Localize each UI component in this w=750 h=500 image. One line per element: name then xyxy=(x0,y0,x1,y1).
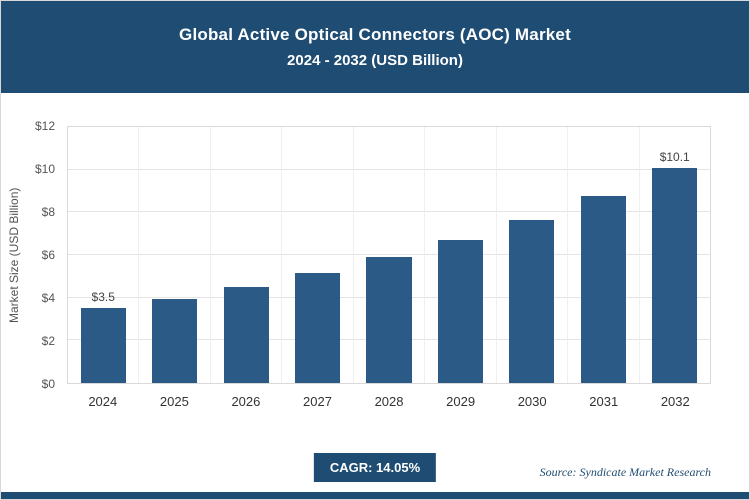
y-tick-label: $6 xyxy=(41,248,55,262)
plot-area: $3.5 $10.1 xyxy=(67,126,711,384)
x-tick-label: 2024 xyxy=(88,394,118,409)
bar-column: $3.5 xyxy=(68,127,138,383)
y-tick-label: $8 xyxy=(41,205,55,219)
bar-column xyxy=(209,127,281,383)
x-tick-label: 2030 xyxy=(517,394,547,409)
chart-subtitle: 2024 - 2032 (USD Billion) xyxy=(287,52,463,69)
bar-value-label: $10.1 xyxy=(659,149,690,164)
x-axis-labels: 2024 2025 2026 2027 2028 2029 2030 2031 2032 xyxy=(67,385,711,409)
bar-series: $3.5 $10.1 xyxy=(68,127,710,383)
bar-column xyxy=(424,127,495,383)
bar-column xyxy=(281,127,352,383)
bar-column xyxy=(352,127,424,383)
bar xyxy=(437,240,483,383)
chart-title: Global Active Optical Connectors (AOC) M… xyxy=(179,25,571,44)
y-tick-label: $2 xyxy=(41,334,55,348)
bar-value-label: $3.5 xyxy=(91,290,115,305)
x-tick-label: 2029 xyxy=(446,394,476,409)
bar-column xyxy=(138,127,209,383)
cagr-badge: CAGR: 14.05% xyxy=(313,453,437,482)
x-tick-label: 2025 xyxy=(159,394,189,409)
x-tick-label: 2031 xyxy=(589,394,619,409)
y-tick-label: $0 xyxy=(41,377,55,391)
chart-header: Global Active Optical Connectors (AOC) M… xyxy=(1,1,749,93)
bar xyxy=(509,219,555,383)
x-tick-label: 2028 xyxy=(374,394,404,409)
x-tick-label: 2026 xyxy=(231,394,261,409)
x-tick-label: 2027 xyxy=(303,394,332,409)
bar xyxy=(80,308,126,383)
y-axis-ticks: $0 $2 $4 $6 $8 $10 $12 xyxy=(21,119,61,391)
bar xyxy=(652,167,698,383)
bar xyxy=(152,298,198,383)
gridline xyxy=(68,168,710,170)
bar-column xyxy=(495,127,567,383)
source-text: Source: Syndicate Market Research xyxy=(539,465,711,479)
y-tick-label: $12 xyxy=(34,119,55,133)
gridline xyxy=(68,254,710,255)
y-tick-label: $4 xyxy=(41,291,55,305)
y-tick-label: $10 xyxy=(34,162,55,176)
gridline xyxy=(68,211,710,213)
bar xyxy=(366,257,412,383)
bar xyxy=(294,273,341,383)
bar xyxy=(580,196,626,383)
bar-column xyxy=(567,127,638,383)
bar xyxy=(223,287,269,383)
footer-bar xyxy=(1,492,749,499)
bar-column: $10.1 xyxy=(638,127,710,383)
x-tick-label: 2032 xyxy=(660,394,690,409)
